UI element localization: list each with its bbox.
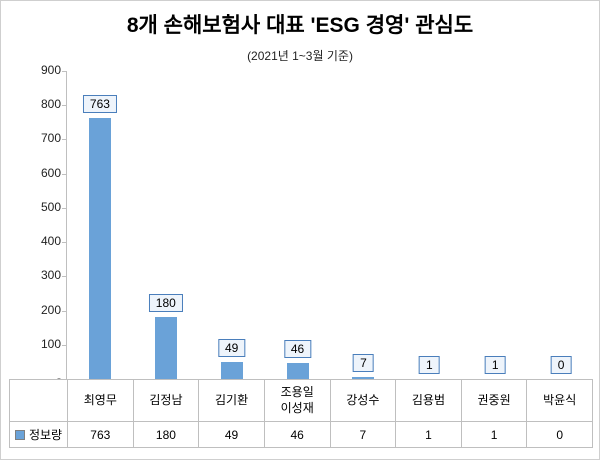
bar-column: 180 <box>133 71 199 379</box>
bar <box>352 377 375 379</box>
chart-title: 8개 손해보험사 대표 'ESG 경영' 관심도 <box>126 14 474 37</box>
category-cell: 강성수 <box>329 379 397 422</box>
y-tick-mark <box>62 207 66 209</box>
category-cell: 김용범 <box>395 379 462 422</box>
value-cell: 1 <box>460 421 528 448</box>
bar <box>220 362 243 379</box>
y-tick-label: 700 <box>40 131 61 146</box>
y-tick-label: 600 <box>40 165 61 180</box>
bar-value-label: 49 <box>218 339 246 357</box>
bar-value-label: 1 <box>484 356 506 374</box>
y-tick-mark <box>62 173 66 175</box>
legend-cell: 정보량 <box>9 421 68 448</box>
value-cell: 1 <box>395 421 462 448</box>
bar-column: 46 <box>265 71 331 379</box>
y-tick-label: - <box>57 371 61 385</box>
category-cell: 김기환 <box>198 379 265 422</box>
y-tick-label: 400 <box>40 234 61 249</box>
bar <box>154 317 177 379</box>
legend-label: 정보량 <box>28 428 63 442</box>
y-tick-label: 100 <box>40 336 61 351</box>
bar <box>88 118 111 379</box>
table-corner <box>9 379 68 422</box>
bar-column: 1 <box>396 71 462 379</box>
chart-subtitle: (2021년 1~3월 기준) <box>247 49 353 63</box>
bar-value-label: 7 <box>353 354 374 372</box>
y-tick-mark <box>62 139 66 141</box>
category-cell: 권중원 <box>460 379 528 422</box>
y-tick-label: 900 <box>40 63 61 77</box>
bar-value-label: 0 <box>550 356 572 374</box>
y-tick-label: 500 <box>40 199 61 214</box>
bar <box>286 363 309 379</box>
bar-value-label: 763 <box>82 95 117 113</box>
bar-column: 763 <box>67 71 133 379</box>
value-cell: 49 <box>198 421 265 448</box>
value-cell: 180 <box>132 421 200 448</box>
y-tick-mark <box>62 71 66 72</box>
value-cell: 763 <box>67 421 134 448</box>
category-cell: 김정남 <box>132 379 200 422</box>
bar-value-label: 46 <box>283 340 312 358</box>
bar-column: 0 <box>528 71 594 379</box>
category-cell: 조용일 이성재 <box>263 379 331 422</box>
y-tick-mark <box>62 276 66 278</box>
y-tick-mark <box>62 344 66 346</box>
bar-column: 1 <box>462 71 528 379</box>
y-tick-mark <box>62 310 66 312</box>
y-tick-mark <box>62 105 66 107</box>
y-tick-label: 800 <box>40 97 61 112</box>
y-tick-label: 200 <box>40 302 61 317</box>
y-tick-mark <box>62 242 66 244</box>
value-cell: 0 <box>526 421 593 448</box>
bar-column: 7 <box>331 71 397 379</box>
category-cell: 최영무 <box>67 379 134 422</box>
bar-value-label: 1 <box>418 356 440 374</box>
y-tick-label: 300 <box>40 268 61 283</box>
bar-value-label: 180 <box>148 294 183 312</box>
value-cell: 46 <box>263 421 331 448</box>
category-cell: 박윤식 <box>526 379 593 422</box>
legend-marker <box>14 430 25 440</box>
value-cell: 7 <box>329 421 397 448</box>
plot-area: 763 180 49 46 7 1 1 0 <box>66 71 594 379</box>
bar-column: 49 <box>199 71 265 379</box>
